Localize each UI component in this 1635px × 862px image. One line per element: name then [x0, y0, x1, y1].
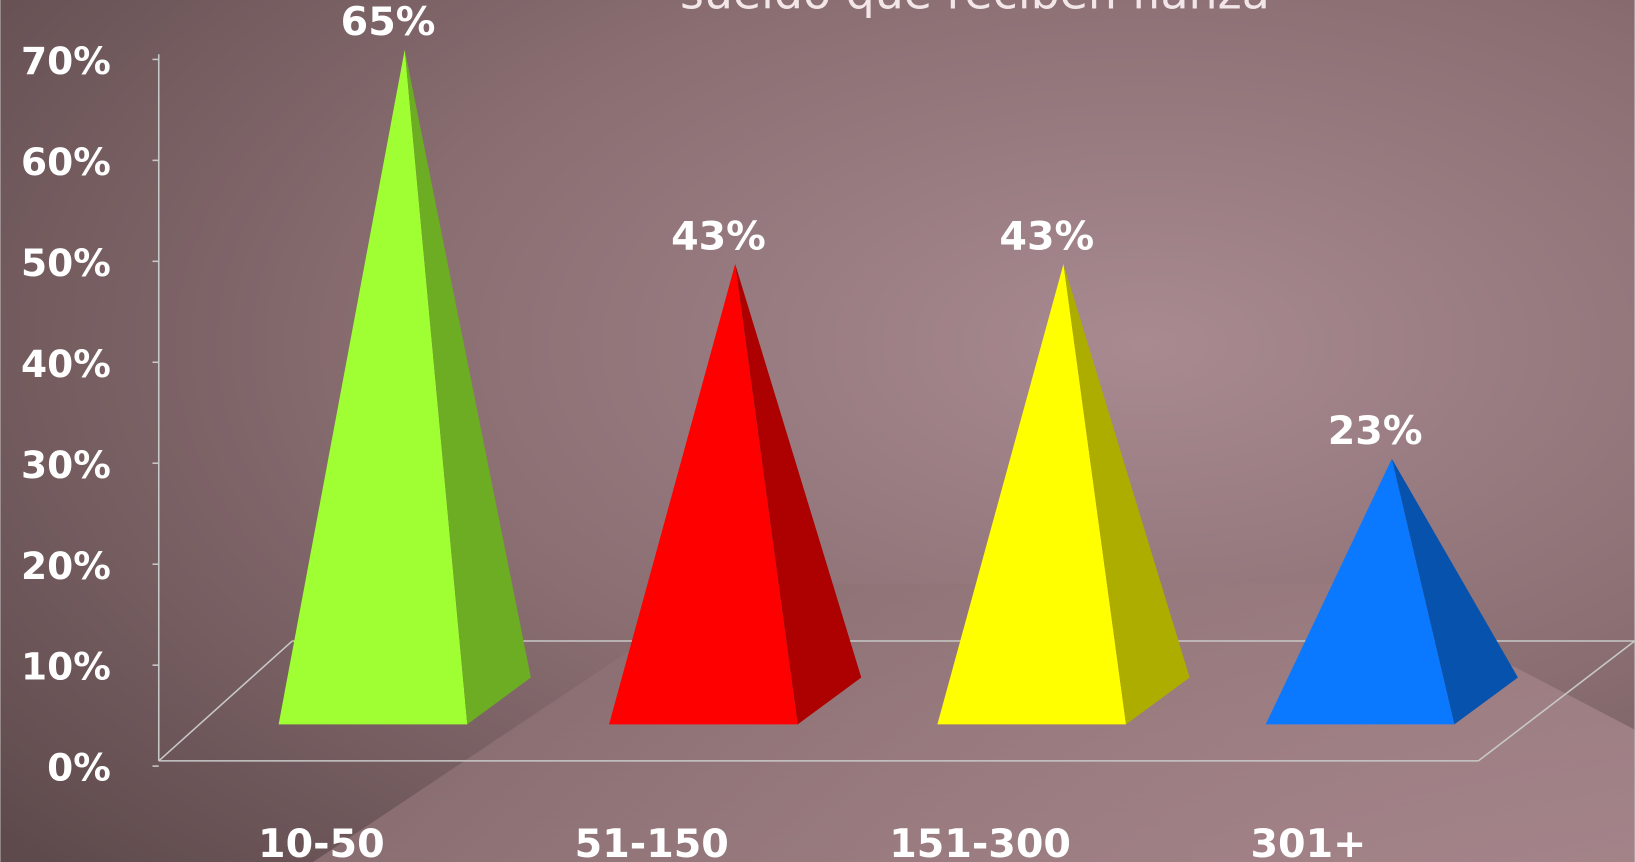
pyramid-front — [609, 263, 798, 725]
value-label: 23% — [1328, 408, 1423, 454]
value-label: 43% — [999, 213, 1094, 259]
pyramid-side — [735, 263, 862, 725]
value-label: 65% — [341, 0, 436, 45]
pyramid-side — [1063, 263, 1190, 725]
y-tick-label: 50% — [21, 241, 111, 285]
pyramid — [1265, 458, 1518, 725]
pyramid — [278, 49, 531, 725]
pyramid-front — [1265, 458, 1455, 725]
pyramid-front — [937, 263, 1127, 725]
x-tick-label: 51-150 — [575, 821, 729, 862]
x-tick-label: 10-50 — [258, 821, 385, 862]
x-tick-label: 151-300 — [889, 821, 1071, 862]
y-tick-label: 40% — [21, 342, 111, 386]
pyramid-front — [278, 49, 468, 725]
y-tick-label: 0% — [47, 746, 111, 790]
chart-title: sueldo que reciben fianza — [680, 0, 1270, 19]
y-tick-label: 30% — [21, 443, 111, 487]
pyramid-side — [1391, 458, 1518, 725]
value-label: 43% — [671, 213, 766, 259]
x-tick-label: 301+ — [1251, 821, 1367, 862]
y-tick-label: 10% — [21, 645, 111, 689]
y-tick-label: 60% — [21, 140, 111, 184]
pyramid-side — [404, 49, 531, 725]
y-tick-label: 20% — [21, 544, 111, 588]
y-tick-label: 70% — [21, 39, 111, 83]
pyramid — [609, 263, 862, 725]
pyramid — [937, 263, 1190, 725]
